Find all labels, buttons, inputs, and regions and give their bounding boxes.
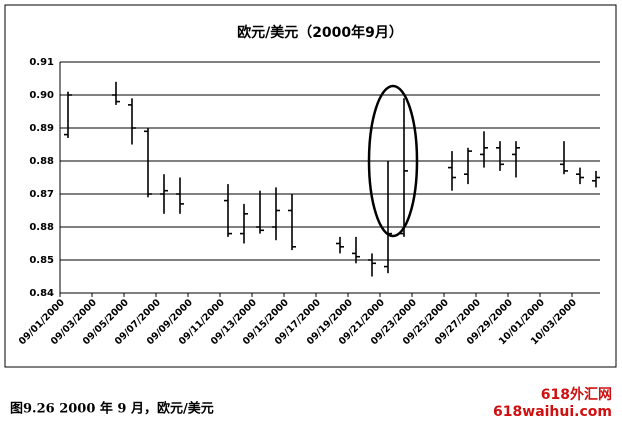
y-tick-label: 0.85 xyxy=(29,255,54,266)
y-tick-label: 0.89 xyxy=(29,123,54,134)
chart-frame xyxy=(4,4,617,368)
y-tick-label: 0.84 xyxy=(29,288,54,299)
y-tick-label: 0.88 xyxy=(29,156,54,167)
caption: 图9.26 2000 年 9 月，欧元/美元 xyxy=(10,401,214,417)
chart-title: 欧元/美元（2000年9月） xyxy=(237,24,403,41)
y-tick-label: 0.87 xyxy=(29,189,54,200)
y-tick-label: 0.90 xyxy=(29,90,54,101)
watermark: 618waihui.com xyxy=(493,404,612,420)
y-tick-label: 0.88 xyxy=(29,222,54,233)
y-tick-label: 0.91 xyxy=(29,57,54,68)
watermark: 618外汇网 xyxy=(541,386,612,403)
